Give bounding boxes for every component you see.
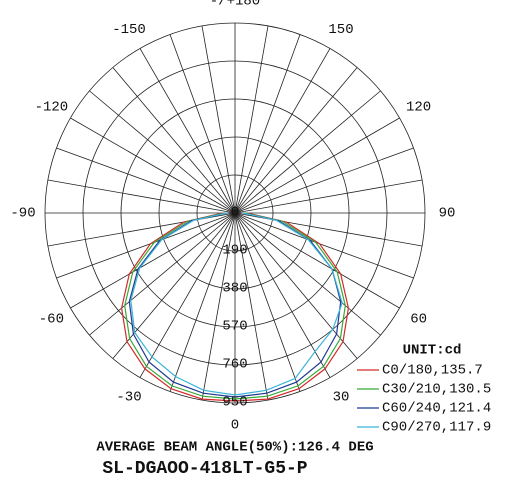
unit-label: UNIT:cd (403, 343, 462, 359)
radial-grid-line (234, 212, 331, 378)
radial-grid-line (56, 147, 236, 214)
radial-grid-line (234, 179, 423, 214)
series-line (124, 212, 346, 400)
radial-grid-line (234, 67, 358, 214)
radial-grid-line (89, 212, 236, 336)
series-line (130, 212, 343, 396)
r-tick-label: 760 (222, 357, 247, 373)
angle-tick-label: 60 (410, 312, 427, 328)
radial-grid-line (56, 212, 236, 279)
angle-tick-label: 90 (439, 206, 456, 222)
angle-tick-label: -120 (35, 100, 69, 116)
radial-grid-line (169, 212, 236, 392)
legend-label: C0/180,135.7 (382, 363, 483, 379)
angle-tick-label: -150 (112, 22, 146, 38)
r-tick-label: 950 (222, 395, 247, 411)
radial-grid-line (234, 212, 400, 309)
angle-tick-label: -30 (116, 389, 141, 405)
ring-grid-line (44, 22, 426, 404)
radial-grid-line (234, 48, 331, 214)
radial-grid-line (201, 212, 236, 401)
radial-grid-line (47, 179, 236, 214)
ring-grid-line (196, 174, 274, 252)
radial-grid-line (234, 147, 414, 214)
radial-grid-line (70, 212, 236, 309)
legend-label: C60/240,121.4 (382, 401, 491, 417)
radial-grid-line (234, 212, 414, 279)
radial-grid-line (201, 25, 236, 214)
legend-label: C90/270,117.9 (382, 420, 491, 436)
radial-grid-line (234, 90, 381, 214)
radial-grid-line (234, 212, 301, 392)
angle-tick-label: -90 (10, 206, 35, 222)
angle-tick-label: 30 (333, 389, 350, 405)
radial-grid-line (112, 67, 236, 214)
radial-grid-line (234, 212, 381, 336)
radial-grid-line (234, 212, 269, 401)
ring-grid-line (82, 60, 388, 366)
series-line (120, 212, 350, 402)
angle-tick-label: 120 (406, 100, 431, 116)
note: AVERAGE BEAM ANGLE(50%):126.4 DEG (96, 440, 373, 456)
radial-grid-line (234, 117, 400, 214)
radial-grid-line (70, 117, 236, 214)
r-tick-label: 190 (222, 243, 247, 259)
radial-grid-line (169, 34, 236, 214)
r-tick-label: 380 (222, 281, 247, 297)
r-tick-label: 570 (222, 319, 247, 335)
radial-grid-line (139, 212, 236, 378)
angle-tick-label: -/+180 (210, 0, 260, 10)
ring-grid-line (158, 136, 312, 290)
r-tick-label: 0 (231, 205, 239, 221)
radial-grid-line (139, 48, 236, 214)
legend-label: C30/210,130.5 (382, 382, 491, 398)
angle-tick-label: -60 (39, 312, 64, 328)
chart-title: SL-DGAOO-418LT-G5-P (102, 459, 307, 479)
angle-tick-label: 0 (231, 418, 239, 434)
radial-grid-line (234, 34, 301, 214)
radial-grid-line (234, 25, 269, 214)
radial-grid-line (89, 90, 236, 214)
ring-grid-line (120, 98, 350, 328)
angle-tick-label: 150 (328, 22, 353, 38)
